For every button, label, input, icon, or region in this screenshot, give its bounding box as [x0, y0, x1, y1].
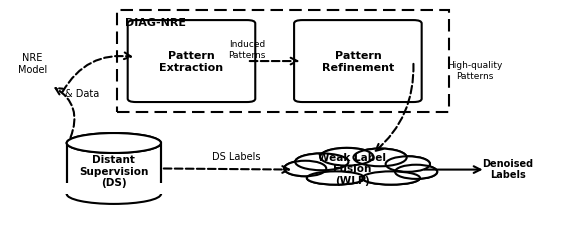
Text: DIAG-NRE: DIAG-NRE: [125, 18, 186, 28]
Ellipse shape: [284, 161, 326, 176]
Text: Weak Label
Fusion
(WLF): Weak Label Fusion (WLF): [318, 152, 387, 185]
Ellipse shape: [385, 157, 430, 172]
Ellipse shape: [311, 155, 405, 180]
Ellipse shape: [67, 133, 161, 153]
Ellipse shape: [67, 133, 161, 153]
Text: Pattern
Extraction: Pattern Extraction: [160, 51, 224, 72]
Ellipse shape: [67, 184, 161, 204]
Ellipse shape: [307, 172, 365, 185]
Text: DS Labels: DS Labels: [212, 152, 260, 162]
Ellipse shape: [395, 165, 437, 179]
Polygon shape: [67, 143, 161, 194]
Ellipse shape: [395, 165, 437, 179]
Text: & Data: & Data: [65, 89, 99, 99]
Polygon shape: [64, 183, 164, 194]
Text: NRE
Model: NRE Model: [18, 53, 47, 75]
Ellipse shape: [353, 149, 407, 166]
Ellipse shape: [362, 172, 420, 185]
FancyBboxPatch shape: [128, 21, 255, 103]
Ellipse shape: [295, 154, 349, 171]
Ellipse shape: [320, 148, 374, 166]
Text: Denoised
Labels: Denoised Labels: [482, 158, 533, 180]
Text: High-quality
Patterns: High-quality Patterns: [447, 61, 502, 80]
FancyBboxPatch shape: [294, 21, 422, 103]
FancyBboxPatch shape: [117, 11, 449, 113]
Text: Induced
Patterns: Induced Patterns: [228, 40, 265, 59]
Ellipse shape: [307, 172, 365, 185]
Ellipse shape: [353, 149, 407, 166]
Ellipse shape: [320, 148, 374, 166]
Ellipse shape: [362, 172, 420, 185]
Ellipse shape: [311, 155, 405, 180]
Ellipse shape: [295, 154, 349, 171]
Text: Distant
Supervision
(DS): Distant Supervision (DS): [79, 154, 148, 187]
Ellipse shape: [284, 161, 326, 176]
Ellipse shape: [385, 157, 430, 172]
Text: Pattern
Refinement: Pattern Refinement: [321, 51, 394, 72]
